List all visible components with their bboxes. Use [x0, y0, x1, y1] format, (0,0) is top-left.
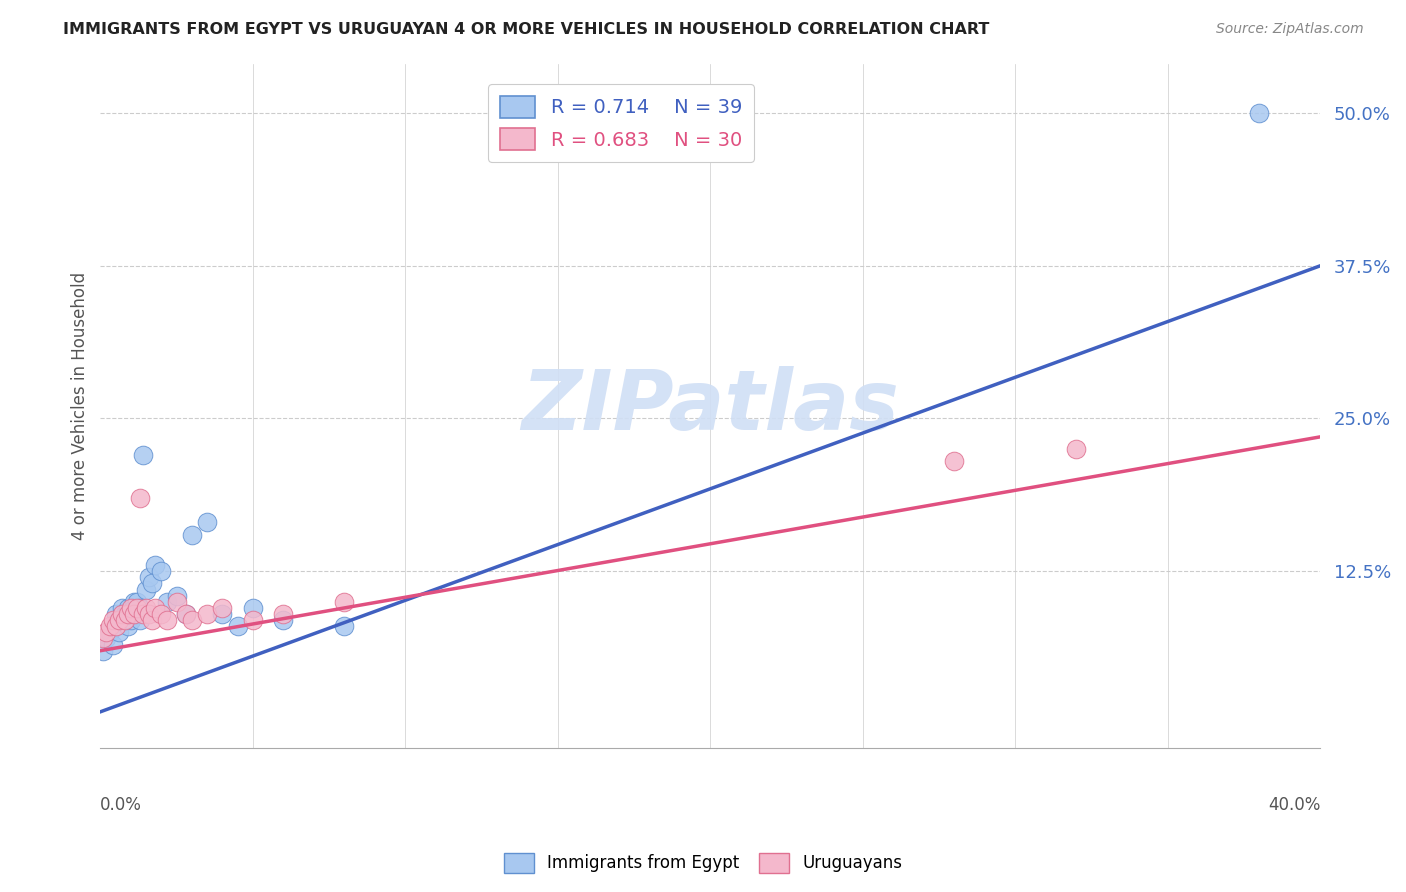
Point — [180, 527, 202, 541]
Point — [226, 619, 249, 633]
Point — [132, 607, 155, 621]
Point — [111, 601, 134, 615]
Point — [273, 613, 295, 627]
Point — [104, 619, 127, 633]
Point — [104, 619, 127, 633]
Point — [96, 625, 118, 640]
Text: IMMIGRANTS FROM EGYPT VS URUGUAYAN 4 OR MORE VEHICLES IN HOUSEHOLD CORRELATION C: IMMIGRANTS FROM EGYPT VS URUGUAYAN 4 OR … — [63, 22, 990, 37]
Point — [120, 607, 142, 621]
Point — [122, 607, 145, 621]
Point — [174, 607, 197, 621]
Point — [1249, 106, 1271, 120]
Point — [211, 601, 233, 615]
Point — [120, 613, 142, 627]
Point — [174, 607, 197, 621]
Point — [1066, 442, 1088, 456]
Point — [333, 619, 356, 633]
Point — [114, 613, 136, 627]
Point — [125, 601, 148, 615]
Point — [333, 595, 356, 609]
Point — [93, 632, 115, 646]
Point — [125, 607, 148, 621]
Point — [93, 643, 115, 657]
Text: Source: ZipAtlas.com: Source: ZipAtlas.com — [1216, 22, 1364, 37]
Point — [141, 576, 163, 591]
Y-axis label: 4 or more Vehicles in Household: 4 or more Vehicles in Household — [72, 272, 89, 541]
Point — [114, 613, 136, 627]
Point — [98, 619, 121, 633]
Point — [107, 613, 129, 627]
Point — [129, 613, 152, 627]
Point — [156, 595, 179, 609]
Point — [101, 613, 124, 627]
Point — [943, 454, 966, 468]
Point — [242, 601, 264, 615]
Point — [143, 558, 166, 573]
Point — [122, 601, 145, 615]
Legend: Immigrants from Egypt, Uruguayans: Immigrants from Egypt, Uruguayans — [496, 847, 910, 880]
Point — [129, 601, 152, 615]
Point — [166, 589, 188, 603]
Point — [273, 607, 295, 621]
Point — [117, 619, 139, 633]
Point — [141, 613, 163, 627]
Point — [111, 607, 134, 621]
Legend: R = 0.714    N = 39, R = 0.683    N = 30: R = 0.714 N = 39, R = 0.683 N = 30 — [488, 84, 754, 162]
Point — [195, 607, 218, 621]
Point — [132, 448, 155, 462]
Point — [111, 607, 134, 621]
Point — [107, 625, 129, 640]
Point — [129, 491, 152, 505]
Point — [143, 601, 166, 615]
Point — [125, 595, 148, 609]
Point — [135, 582, 157, 597]
Point — [150, 607, 173, 621]
Point — [135, 601, 157, 615]
Point — [107, 613, 129, 627]
Point — [138, 607, 160, 621]
Point — [150, 564, 173, 578]
Point — [166, 595, 188, 609]
Point — [114, 607, 136, 621]
Point — [98, 625, 121, 640]
Point — [104, 607, 127, 621]
Point — [96, 632, 118, 646]
Point — [180, 613, 202, 627]
Point — [242, 613, 264, 627]
Point — [211, 607, 233, 621]
Point — [195, 516, 218, 530]
Point — [120, 601, 142, 615]
Point — [117, 601, 139, 615]
Point — [138, 570, 160, 584]
Point — [117, 607, 139, 621]
Point — [122, 595, 145, 609]
Point — [101, 638, 124, 652]
Text: 40.0%: 40.0% — [1268, 797, 1320, 814]
Text: ZIPatlas: ZIPatlas — [522, 366, 900, 447]
Text: 0.0%: 0.0% — [100, 797, 142, 814]
Point — [156, 613, 179, 627]
